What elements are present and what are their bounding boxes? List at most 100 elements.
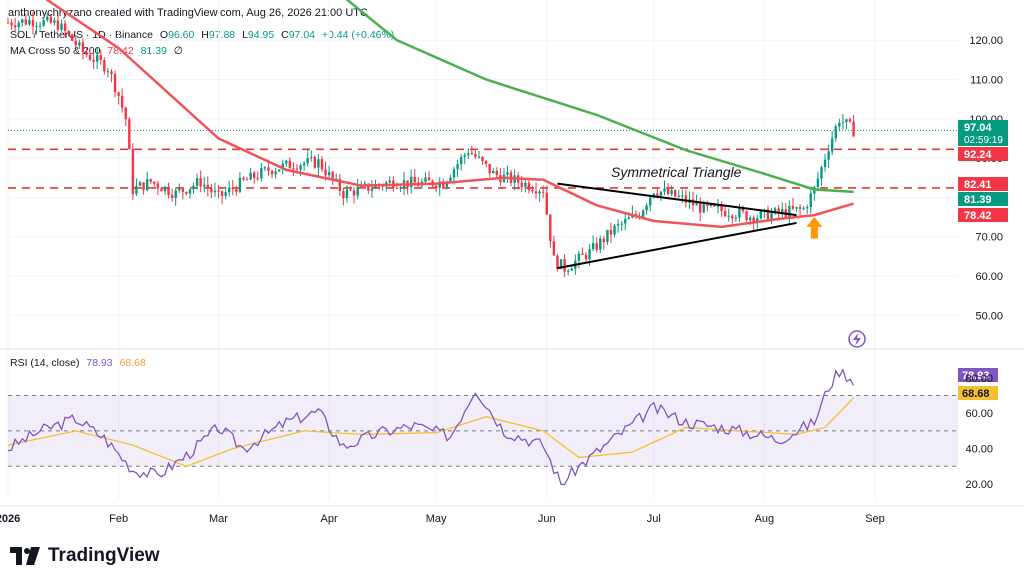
candle-body bbox=[820, 167, 823, 179]
candle-body bbox=[723, 210, 727, 216]
candle-body bbox=[602, 238, 606, 243]
price-tick-label: 120.00 bbox=[969, 35, 1003, 47]
candle-body bbox=[124, 107, 127, 120]
candle-body bbox=[488, 163, 491, 174]
candle-body bbox=[242, 177, 245, 180]
price-axis: 120.00110.00100.0090.0080.0070.0060.0050… bbox=[969, 35, 1003, 322]
candle-body bbox=[103, 60, 106, 72]
candle-body bbox=[313, 156, 317, 168]
rsi-tick-label: 20.00 bbox=[965, 479, 993, 491]
time-tick-label: Apr bbox=[321, 513, 338, 525]
candle-body bbox=[163, 186, 167, 192]
candle-body bbox=[167, 186, 170, 196]
rsi-value: 78.93 bbox=[86, 357, 113, 369]
candle-body bbox=[295, 168, 299, 170]
candle-body bbox=[174, 190, 177, 198]
candle-body bbox=[270, 170, 274, 175]
candle-body bbox=[363, 183, 366, 185]
candle-body bbox=[117, 92, 120, 96]
candle-body bbox=[570, 268, 573, 271]
candle-body bbox=[748, 217, 752, 221]
candle-body bbox=[28, 20, 31, 25]
candle-body bbox=[467, 153, 470, 156]
candle-body bbox=[252, 172, 256, 179]
candle-body bbox=[766, 209, 770, 221]
candle-body bbox=[788, 206, 791, 218]
price-chart[interactable]: Symmetrical Triangle 120.00110.00100.009… bbox=[0, 0, 1024, 540]
open-value: 96.60 bbox=[168, 29, 195, 41]
candle-body bbox=[527, 182, 531, 191]
candle-body bbox=[156, 183, 160, 189]
ma-slow-value: 81.39 bbox=[140, 45, 167, 57]
ma-label[interactable]: MA Cross 50 & 200 bbox=[10, 45, 101, 57]
candle-body bbox=[434, 185, 438, 188]
close-label: C bbox=[281, 29, 289, 41]
candle-body bbox=[399, 187, 402, 189]
candle-body bbox=[731, 215, 734, 219]
candle-body bbox=[267, 167, 270, 171]
candle-body bbox=[67, 31, 70, 35]
candle-body bbox=[531, 190, 534, 192]
candle-body bbox=[545, 192, 548, 215]
low-value: 94.95 bbox=[247, 29, 275, 41]
candle-body bbox=[538, 191, 541, 194]
candle-body bbox=[145, 179, 149, 191]
symbol-name[interactable]: SOL / TetherUS · 1D · Binance bbox=[10, 29, 153, 41]
candle-body bbox=[113, 73, 117, 93]
candle-body bbox=[249, 172, 252, 180]
rsi-ma-line bbox=[7, 397, 855, 467]
rsi-pane bbox=[0, 348, 1024, 486]
tradingview-logo[interactable]: TradingView bbox=[10, 545, 160, 567]
candle-body bbox=[520, 182, 523, 187]
candle-body bbox=[698, 203, 702, 213]
candle-body bbox=[791, 206, 795, 209]
change-value: +0.44 (+0.46%) bbox=[321, 29, 395, 41]
breakout-arrow-icon bbox=[806, 217, 823, 239]
price-tick-label: 50.00 bbox=[975, 310, 1003, 322]
candle-body bbox=[802, 208, 805, 210]
candle-body bbox=[838, 122, 841, 127]
candle-body bbox=[6, 22, 10, 24]
candle-body bbox=[299, 165, 302, 170]
candle-body bbox=[338, 178, 342, 192]
candle-body bbox=[830, 138, 834, 152]
candle-body bbox=[281, 163, 284, 170]
candle-body bbox=[88, 54, 92, 60]
time-tick-label: Jul bbox=[647, 513, 661, 525]
time-tick-label: Feb bbox=[109, 513, 128, 525]
candle-body bbox=[228, 187, 231, 193]
high-label: H bbox=[201, 29, 209, 41]
candle-body bbox=[556, 255, 559, 269]
candle-body bbox=[645, 205, 648, 211]
candle-body bbox=[773, 208, 777, 214]
candle-body bbox=[277, 169, 281, 172]
candle-body bbox=[477, 156, 481, 158]
price-tick-label: 70.00 bbox=[975, 232, 1003, 244]
candle-body bbox=[302, 163, 306, 166]
candle-body bbox=[110, 71, 113, 74]
candle-body bbox=[38, 25, 42, 27]
candle-body bbox=[795, 207, 798, 209]
candle-body bbox=[288, 160, 292, 169]
candle-body bbox=[613, 225, 616, 235]
candle-body bbox=[46, 16, 49, 21]
price-tick-label: 60.00 bbox=[975, 271, 1003, 283]
lightning-icon[interactable] bbox=[848, 330, 866, 348]
high-value: 97.88 bbox=[208, 29, 236, 41]
candle-body bbox=[445, 181, 449, 187]
ma-extra-value: ∅ bbox=[173, 45, 183, 57]
candle-body bbox=[745, 211, 748, 221]
candle-body bbox=[142, 182, 145, 191]
candle-body bbox=[185, 191, 188, 194]
candle-body bbox=[666, 188, 670, 195]
candle-body bbox=[224, 192, 227, 196]
rsi-tick-label: 80.00 bbox=[965, 373, 993, 385]
price-label-value: 82.41 bbox=[964, 179, 992, 191]
rsi-label[interactable]: RSI (14, close) bbox=[10, 357, 80, 369]
candle-body bbox=[798, 207, 802, 209]
candle-body bbox=[806, 207, 809, 209]
candle-body bbox=[85, 52, 88, 55]
ma-slow-line bbox=[345, 0, 854, 194]
price-label-box bbox=[958, 192, 1008, 206]
